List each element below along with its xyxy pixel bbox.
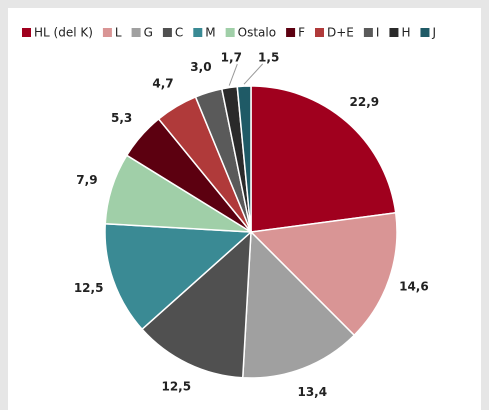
legend-swatch	[22, 28, 31, 37]
legend-swatch	[162, 28, 172, 37]
legend-swatch	[225, 28, 235, 37]
legend-swatch	[102, 28, 112, 37]
legend-swatch	[389, 28, 399, 37]
data-label: 22,9	[350, 95, 380, 109]
data-label: 12,5	[161, 379, 191, 393]
data-label: 13,4	[297, 385, 327, 399]
legend-label: HL (del K)	[34, 26, 93, 40]
legend-label: M	[205, 26, 215, 40]
legend-label: L	[115, 26, 122, 40]
data-label: 1,7	[221, 51, 242, 65]
legend-label: C	[175, 26, 183, 40]
legend-label: H	[401, 26, 410, 40]
leader-line	[228, 63, 238, 86]
legend-swatch	[363, 28, 373, 37]
legend-label: J	[431, 26, 436, 40]
legend-label: G	[144, 26, 153, 40]
data-label: 4,7	[152, 77, 173, 91]
legend-label: D+E	[327, 26, 354, 40]
legend-swatch	[131, 28, 141, 37]
legend-label: I	[376, 26, 380, 40]
legend-swatch	[420, 28, 430, 37]
legend-swatch	[193, 28, 203, 37]
legend-swatch	[286, 28, 296, 37]
leader-line	[243, 63, 264, 85]
data-label: 3,0	[190, 60, 211, 74]
data-label: 5,3	[111, 111, 132, 125]
legend-label: F	[298, 26, 305, 40]
pie-slice	[141, 230, 252, 379]
legend-label: Ostalo	[238, 26, 276, 40]
legend-swatch	[315, 28, 324, 37]
data-label: 7,9	[76, 173, 97, 187]
data-label: 1,5	[258, 50, 279, 64]
data-label: 12,5	[74, 281, 104, 295]
pie-slice	[250, 85, 397, 233]
pie-slice	[241, 230, 356, 379]
pie-slice	[249, 211, 398, 337]
data-label: 14,6	[399, 280, 429, 294]
pie-slice	[104, 222, 253, 331]
pie-slice	[236, 85, 252, 233]
